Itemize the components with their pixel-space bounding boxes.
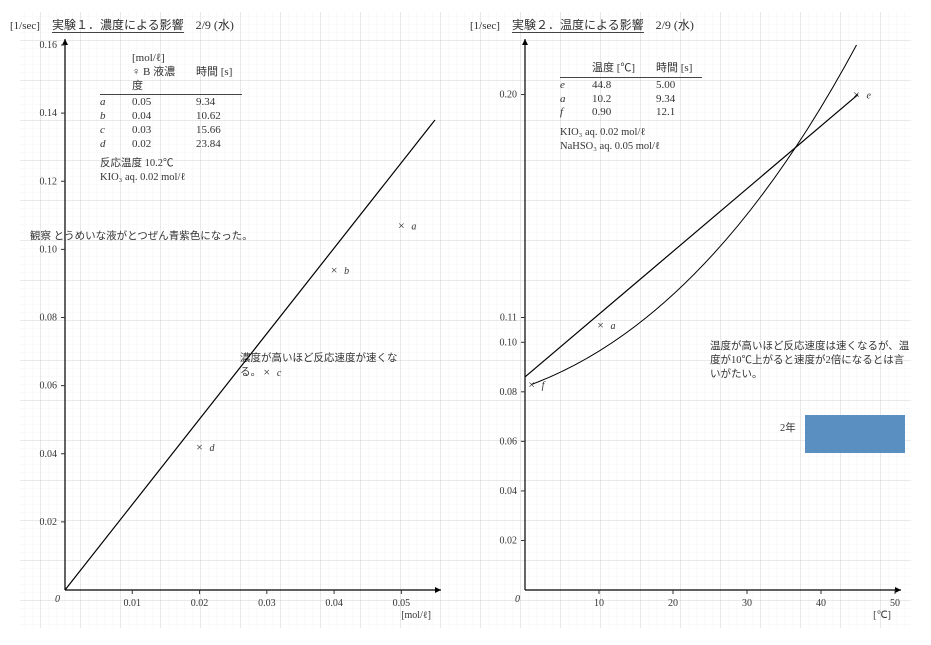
svg-text:0.11: 0.11 bbox=[500, 313, 517, 324]
marker-a: × bbox=[398, 219, 405, 233]
marker-a: × bbox=[597, 318, 604, 332]
svg-text:40: 40 bbox=[816, 598, 826, 609]
svg-text:0.02: 0.02 bbox=[191, 598, 209, 609]
point-label-a: a bbox=[610, 321, 615, 332]
point-label-b: b bbox=[344, 266, 349, 277]
chart-2: 0 10 20 30 40 50[℃] 0.02 0.04 0.06 0.08 0.10 0.11 0.… bbox=[470, 10, 920, 630]
svg-text:0.02: 0.02 bbox=[500, 535, 518, 546]
point-label-c: c bbox=[277, 368, 282, 379]
point-label-f: f bbox=[542, 380, 546, 391]
svg-text:0: 0 bbox=[515, 594, 520, 605]
experiment-2-panel: [1/sec] 実験２．温度による影響 2/9 (水) 温度 [℃] 時間 [s… bbox=[470, 10, 920, 630]
svg-text:30: 30 bbox=[742, 598, 752, 609]
svg-text:0.20: 0.20 bbox=[500, 90, 518, 101]
svg-text:0.06: 0.06 bbox=[40, 381, 58, 392]
point-label-e: e bbox=[867, 91, 872, 102]
svg-text:0.14: 0.14 bbox=[40, 108, 58, 119]
svg-text:0.08: 0.08 bbox=[40, 313, 58, 324]
svg-text:0.08: 0.08 bbox=[500, 387, 518, 398]
marker-c: × bbox=[263, 365, 270, 379]
svg-text:[℃]: [℃] bbox=[873, 610, 891, 621]
svg-text:0.01: 0.01 bbox=[124, 598, 142, 609]
svg-text:0: 0 bbox=[55, 594, 60, 605]
chart-1: 0 0.01 0.02 0.03 0.04 0.05[mol/ℓ] 0.02 0.04 0.06… bbox=[10, 10, 460, 630]
svg-text:0.12: 0.12 bbox=[40, 176, 58, 187]
svg-text:0.04: 0.04 bbox=[500, 486, 518, 497]
svg-text:0.03: 0.03 bbox=[258, 598, 276, 609]
svg-text:10: 10 bbox=[594, 598, 604, 609]
svg-text:0.04: 0.04 bbox=[325, 598, 343, 609]
point-label-a: a bbox=[411, 222, 416, 233]
svg-text:20: 20 bbox=[668, 598, 678, 609]
svg-text:0.16: 0.16 bbox=[40, 40, 58, 51]
svg-text:0.02: 0.02 bbox=[40, 517, 58, 528]
svg-text:0.04: 0.04 bbox=[40, 449, 58, 460]
svg-text:0.10: 0.10 bbox=[500, 337, 518, 348]
marker-b: × bbox=[331, 263, 338, 277]
svg-text:0.10: 0.10 bbox=[40, 244, 58, 255]
svg-text:50: 50 bbox=[890, 598, 900, 609]
point-label-d: d bbox=[210, 443, 216, 454]
svg-text:[mol/ℓ]: [mol/ℓ] bbox=[401, 610, 431, 621]
marker-f: × bbox=[528, 377, 535, 391]
marker-d: × bbox=[196, 440, 203, 454]
marker-e: × bbox=[853, 88, 860, 102]
svg-text:0.06: 0.06 bbox=[500, 436, 518, 447]
experiment-1-panel: [1/sec] 実験１．濃度による影響 2/9 (水) [mol/ℓ] ♀ B … bbox=[10, 10, 460, 630]
svg-text:0.05: 0.05 bbox=[393, 598, 411, 609]
